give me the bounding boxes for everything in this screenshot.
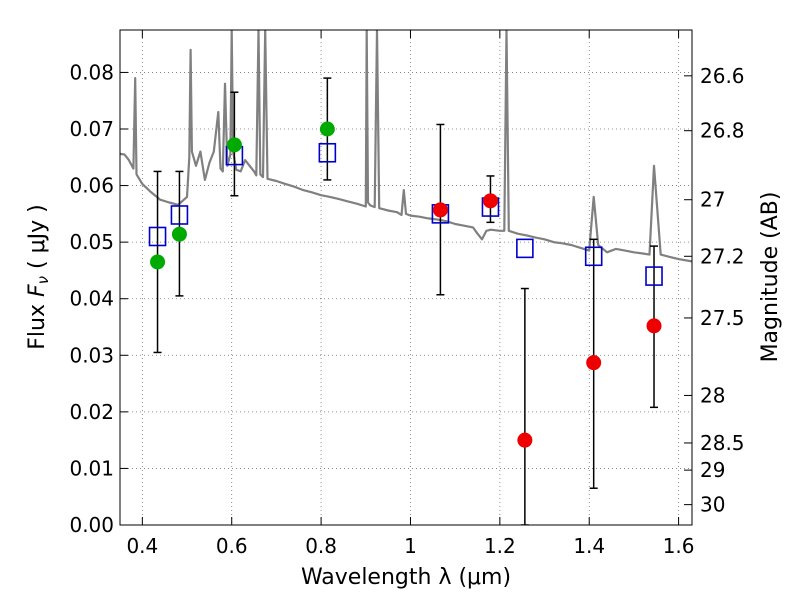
y2-tick-label: 30	[700, 493, 725, 517]
y-tick-label: 0.08	[69, 60, 114, 84]
observed-flux-marker	[646, 318, 662, 334]
y-tick-label: 0.01	[69, 456, 114, 480]
y-tick-label: 0.07	[69, 117, 114, 141]
y2-axis-ticks: 26.6 26.8 27 27.2 27.5 28 28.5 29 30	[684, 64, 745, 517]
y-tick-label: 0.02	[69, 400, 114, 424]
observed-flux-marker	[171, 226, 187, 242]
y-tick-label: 0.05	[69, 230, 114, 254]
model-photometry-marker	[516, 238, 534, 259]
x-axis-label: Wavelength λ (μm)	[301, 565, 511, 590]
x-tick-label: 0.8	[305, 534, 337, 558]
plot-area	[120, 30, 692, 525]
model-photometry-marker	[170, 205, 189, 225]
x-tick-label: 0.4	[126, 534, 158, 558]
plot-frame	[119, 29, 693, 526]
y2-tick-label: 26.6	[700, 64, 745, 88]
y2-tick-label: 26.8	[700, 119, 745, 143]
plot-background	[120, 30, 692, 525]
y-tick-label: 0.00	[69, 513, 114, 537]
observed-flux-marker	[432, 202, 448, 218]
y-axis-label-subscript: ν	[34, 276, 52, 284]
x-tick-label: 1.2	[484, 534, 516, 558]
observed-flux-marker	[482, 193, 498, 209]
observed-flux-marker	[226, 137, 242, 153]
model-photometry-marker	[645, 266, 663, 286]
x-axis-ticks: 0.4 0.6 0.8 1 1.2 1.4 1.6	[126, 30, 695, 558]
plot-clipped-group	[120, 30, 692, 525]
y2-axis-label: Magnitude (AB)	[758, 192, 783, 363]
y2-tick-label: 28.5	[700, 431, 745, 455]
model-photometry-marker	[584, 246, 603, 267]
y2-tick-label: 27.2	[700, 244, 745, 268]
x-tick-label: 1	[404, 534, 417, 558]
y2-tick-label: 28	[700, 383, 725, 407]
model-photometry-marker	[318, 142, 337, 163]
observed-flux-marker	[517, 432, 533, 448]
y2-tick-label: 27	[700, 188, 725, 212]
y-axis-label-symbol: F	[25, 284, 50, 297]
y-axis-label-prefix: Flux	[25, 297, 50, 350]
y-axis-label-units: ( μJy )	[25, 204, 50, 276]
sed-model-line	[120, 30, 692, 263]
x-tick-label: 1.4	[573, 534, 605, 558]
y-axis-ticks: 0.00 0.01 0.02 0.03 0.04 0.05 0.06 0.07 0.08	[69, 60, 128, 537]
y2-tick-label: 27.5	[700, 306, 745, 330]
x-tick-label: 0.6	[216, 534, 248, 558]
y-tick-label: 0.04	[69, 287, 114, 311]
observed-flux-marker	[586, 355, 602, 371]
x-tick-label: 1.6	[663, 534, 695, 558]
model-photometry-marker	[148, 226, 167, 247]
y-tick-label: 0.06	[69, 174, 114, 198]
observed-flux-marker	[150, 254, 166, 270]
y-axis-label: Flux Fν ( μJy )	[25, 204, 52, 349]
y-tick-label: 0.03	[69, 343, 114, 367]
observed-flux-marker	[319, 121, 335, 137]
y2-tick-label: 29	[700, 458, 725, 482]
